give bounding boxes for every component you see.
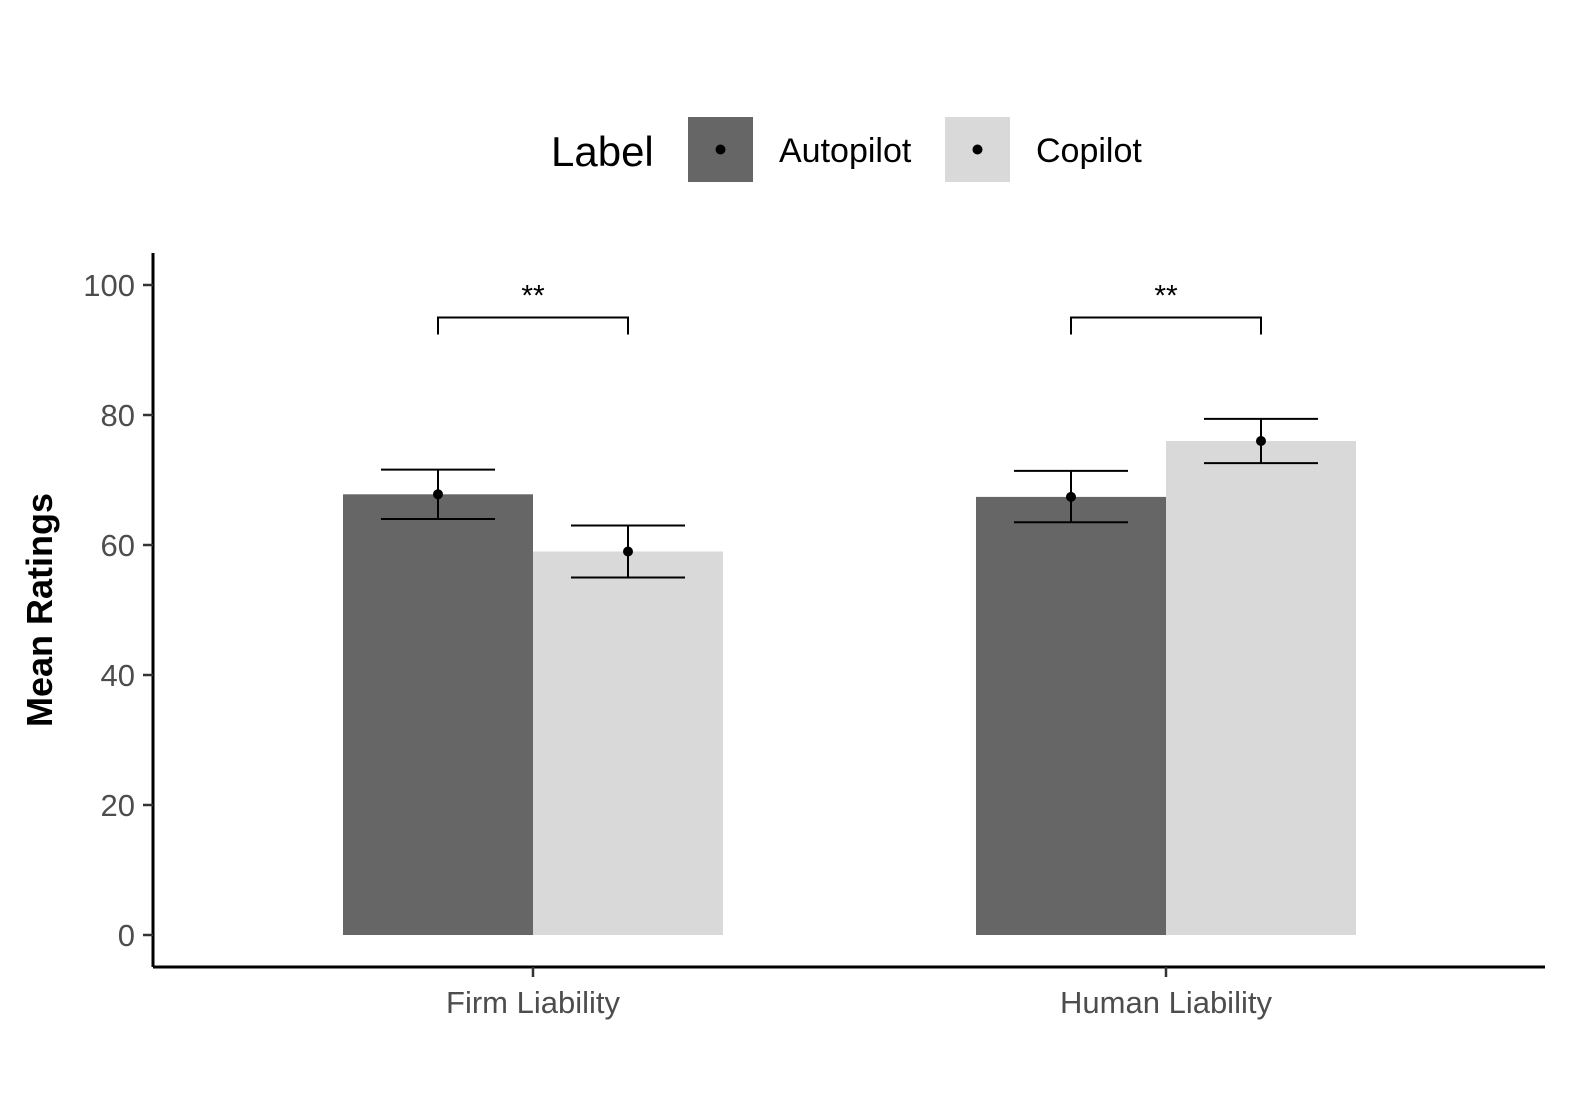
mean-point <box>1256 436 1266 446</box>
mean-point <box>1066 491 1076 502</box>
legend-label-autopilot: Autopilot <box>779 132 912 170</box>
plot-area: 0 20 40 60 80 100 Firm Liability Human Liabilit… <box>19 253 1545 1020</box>
bar-copilot <box>533 551 723 935</box>
y-tick-label: 100 <box>83 268 135 303</box>
y-tick-label: 80 <box>101 398 135 433</box>
x-tick-label: Human Liability <box>1060 985 1272 1020</box>
bar-autopilot <box>343 494 533 935</box>
legend-key-point <box>972 144 983 155</box>
y-tick-label: 60 <box>101 528 135 563</box>
legend-key-point <box>715 144 726 155</box>
significance-bracket <box>437 316 629 335</box>
mean-point <box>623 546 633 557</box>
y-tick-label: 20 <box>101 788 135 823</box>
x-tick-label: Firm Liability <box>446 985 620 1020</box>
significance-label: ** <box>1154 280 1178 313</box>
y-tick-label: 0 <box>118 918 135 953</box>
bar-autopilot <box>976 496 1166 935</box>
legend-title: Label <box>551 128 654 175</box>
y-axis-title: Mean Ratings <box>19 493 60 727</box>
significance-label: ** <box>521 280 545 313</box>
mean-point <box>433 489 443 500</box>
significance-bracket <box>1070 316 1262 335</box>
legend-label-copilot: Copilot <box>1036 132 1142 170</box>
bar-copilot <box>1166 441 1356 935</box>
y-tick-label: 40 <box>101 658 135 693</box>
legend: Label Autopilot Copilot <box>551 117 1142 182</box>
